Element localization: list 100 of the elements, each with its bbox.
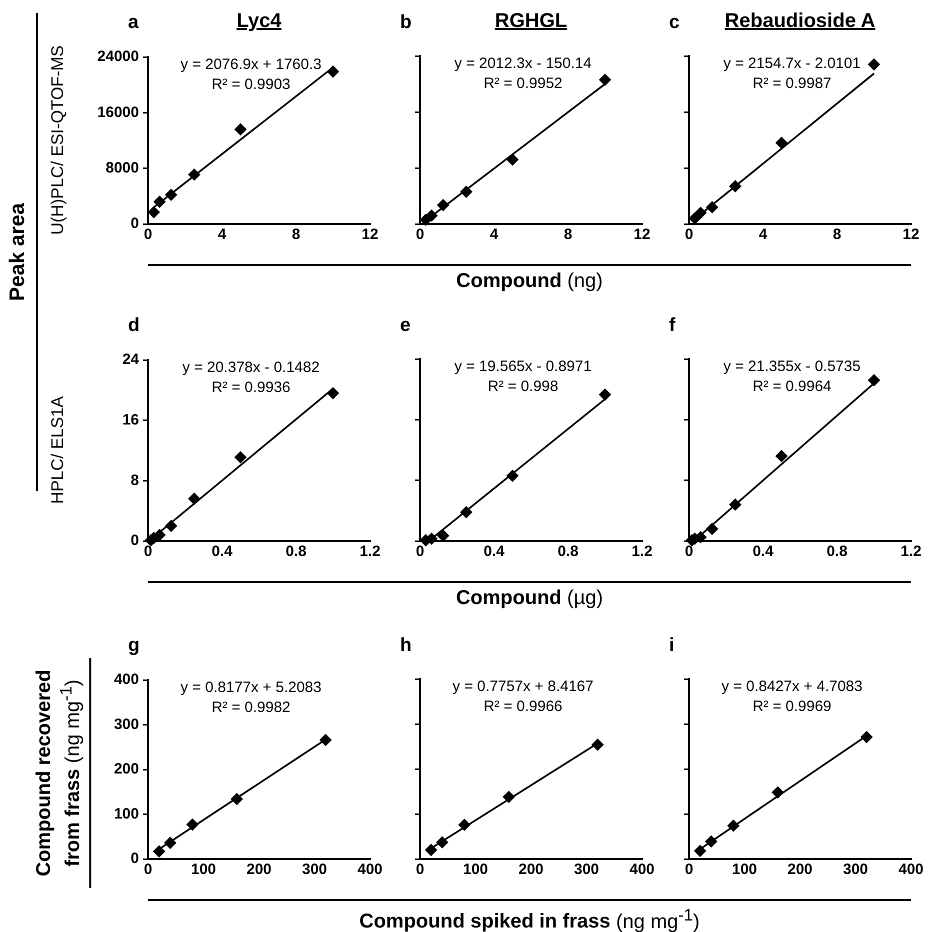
text: e [400, 315, 411, 337]
point [776, 450, 788, 462]
x-tick-label: 4 [758, 226, 768, 244]
y-axis-title: U(H)PLC/ ESI-QTOF-MS [48, 45, 68, 235]
x-tick-label: 0 [144, 543, 152, 560]
x-tick-label: 100 [462, 861, 488, 878]
x-tick-label: 0 [684, 226, 694, 244]
x-tick-label: 0 [684, 861, 694, 878]
x-axis-title: Compound spiked in frass (ng mg$^{-1}$) [359, 905, 700, 932]
point [772, 786, 784, 798]
point [599, 388, 611, 401]
point [694, 206, 707, 219]
point [148, 206, 160, 218]
point [506, 470, 518, 482]
annotation: y = 21.355x - 0.5735 [723, 358, 861, 376]
point [425, 844, 438, 856]
x-tick-label: 0.8 [286, 543, 306, 560]
text: c [669, 12, 680, 34]
point [154, 196, 166, 208]
point [188, 168, 200, 181]
annotation: R² = 0.9982 [212, 699, 290, 716]
point [706, 201, 718, 214]
point [327, 387, 339, 400]
point [776, 136, 788, 149]
chart-title: Lyc4 [236, 10, 282, 33]
x-tick-label: 0 [684, 543, 694, 560]
text: a [128, 12, 139, 34]
x-tick-label: 0.4 [752, 543, 774, 560]
point [165, 520, 178, 532]
x-tick-label: 300 [842, 861, 868, 878]
x-tick-label: 0 [416, 861, 424, 878]
annotation: R² = 0.998 [488, 378, 558, 396]
text: f [669, 315, 676, 337]
annotation: y = 0.8427x + 4.7083 [722, 678, 862, 696]
annotation: R² = 0.9966 [484, 698, 562, 716]
point [868, 58, 880, 70]
x-tick-label: 8 [292, 226, 300, 244]
y-tick-label: 0 [130, 532, 139, 550]
y-tick-label: 8000 [106, 159, 139, 176]
point [458, 818, 470, 831]
x-tick-label: 12 [634, 226, 650, 244]
point [592, 738, 604, 751]
x-tick-label: 1.2 [360, 543, 380, 560]
text: g [128, 635, 140, 657]
y-tick-label: 8 [130, 472, 139, 489]
annotation: y = 2154.7x - 2.0101 [723, 55, 861, 72]
point [502, 790, 515, 803]
point [460, 186, 472, 198]
y-axis-title: HPLC/ ELS1A [48, 396, 68, 504]
x-axis-title: Compound (µg) [456, 587, 604, 609]
y-tick-label: 0 [130, 850, 139, 868]
x-tick-label: 400 [357, 861, 383, 878]
x-tick-label: 400 [898, 861, 924, 878]
point [327, 66, 339, 78]
point [729, 180, 742, 192]
point [705, 835, 718, 848]
chart-title: Rebaudioside A [724, 10, 876, 33]
point [860, 731, 873, 744]
point [727, 820, 740, 832]
text: Peak area [6, 13, 38, 491]
point [688, 212, 701, 224]
y-tick-label: 400 [114, 671, 139, 688]
x-tick-label: 12 [362, 226, 378, 244]
point [729, 498, 742, 511]
point [165, 188, 178, 201]
point [437, 199, 450, 212]
annotation: y = 0.8177x + 5.2083 [180, 679, 322, 696]
point [868, 374, 880, 386]
annotation: y = 19.565x - 0.8971 [454, 358, 592, 376]
x-tick-label: 0.4 [484, 543, 506, 560]
x-tick-label: 4 [218, 226, 227, 244]
point [153, 845, 166, 858]
x-axis-title: Compound (ng) [456, 270, 603, 292]
point [186, 818, 198, 831]
annotation: R² = 0.9952 [484, 75, 562, 92]
x-tick-label: 0 [144, 226, 152, 244]
annotation: y = 0.7757x + 8.4167 [452, 678, 594, 696]
x-tick-label: 0.8 [826, 543, 848, 560]
annotation: y = 20.378x - 0.1482 [182, 359, 320, 376]
y-tick-label: 300 [114, 716, 139, 733]
point [164, 836, 176, 849]
y-tick-label: 200 [114, 760, 139, 778]
text: h [400, 635, 412, 657]
y-tick-label: 0 [130, 215, 139, 232]
x-tick-label: 4 [490, 226, 499, 244]
x-tick-label: 0 [416, 543, 424, 560]
point [230, 793, 243, 806]
chart-title: RGHGL [494, 10, 568, 33]
point [320, 734, 332, 746]
annotation: y = 2012.3x - 150.14 [454, 55, 592, 72]
point [188, 492, 200, 505]
point [506, 154, 518, 166]
y-tick-label: 100 [114, 805, 139, 822]
text: i [669, 635, 674, 657]
x-tick-label: 300 [574, 861, 600, 878]
y-tick-label: 16 [122, 411, 139, 428]
point [706, 522, 718, 535]
x-tick-label: 8 [564, 226, 572, 244]
point [234, 451, 246, 464]
x-tick-label: 300 [302, 861, 328, 878]
